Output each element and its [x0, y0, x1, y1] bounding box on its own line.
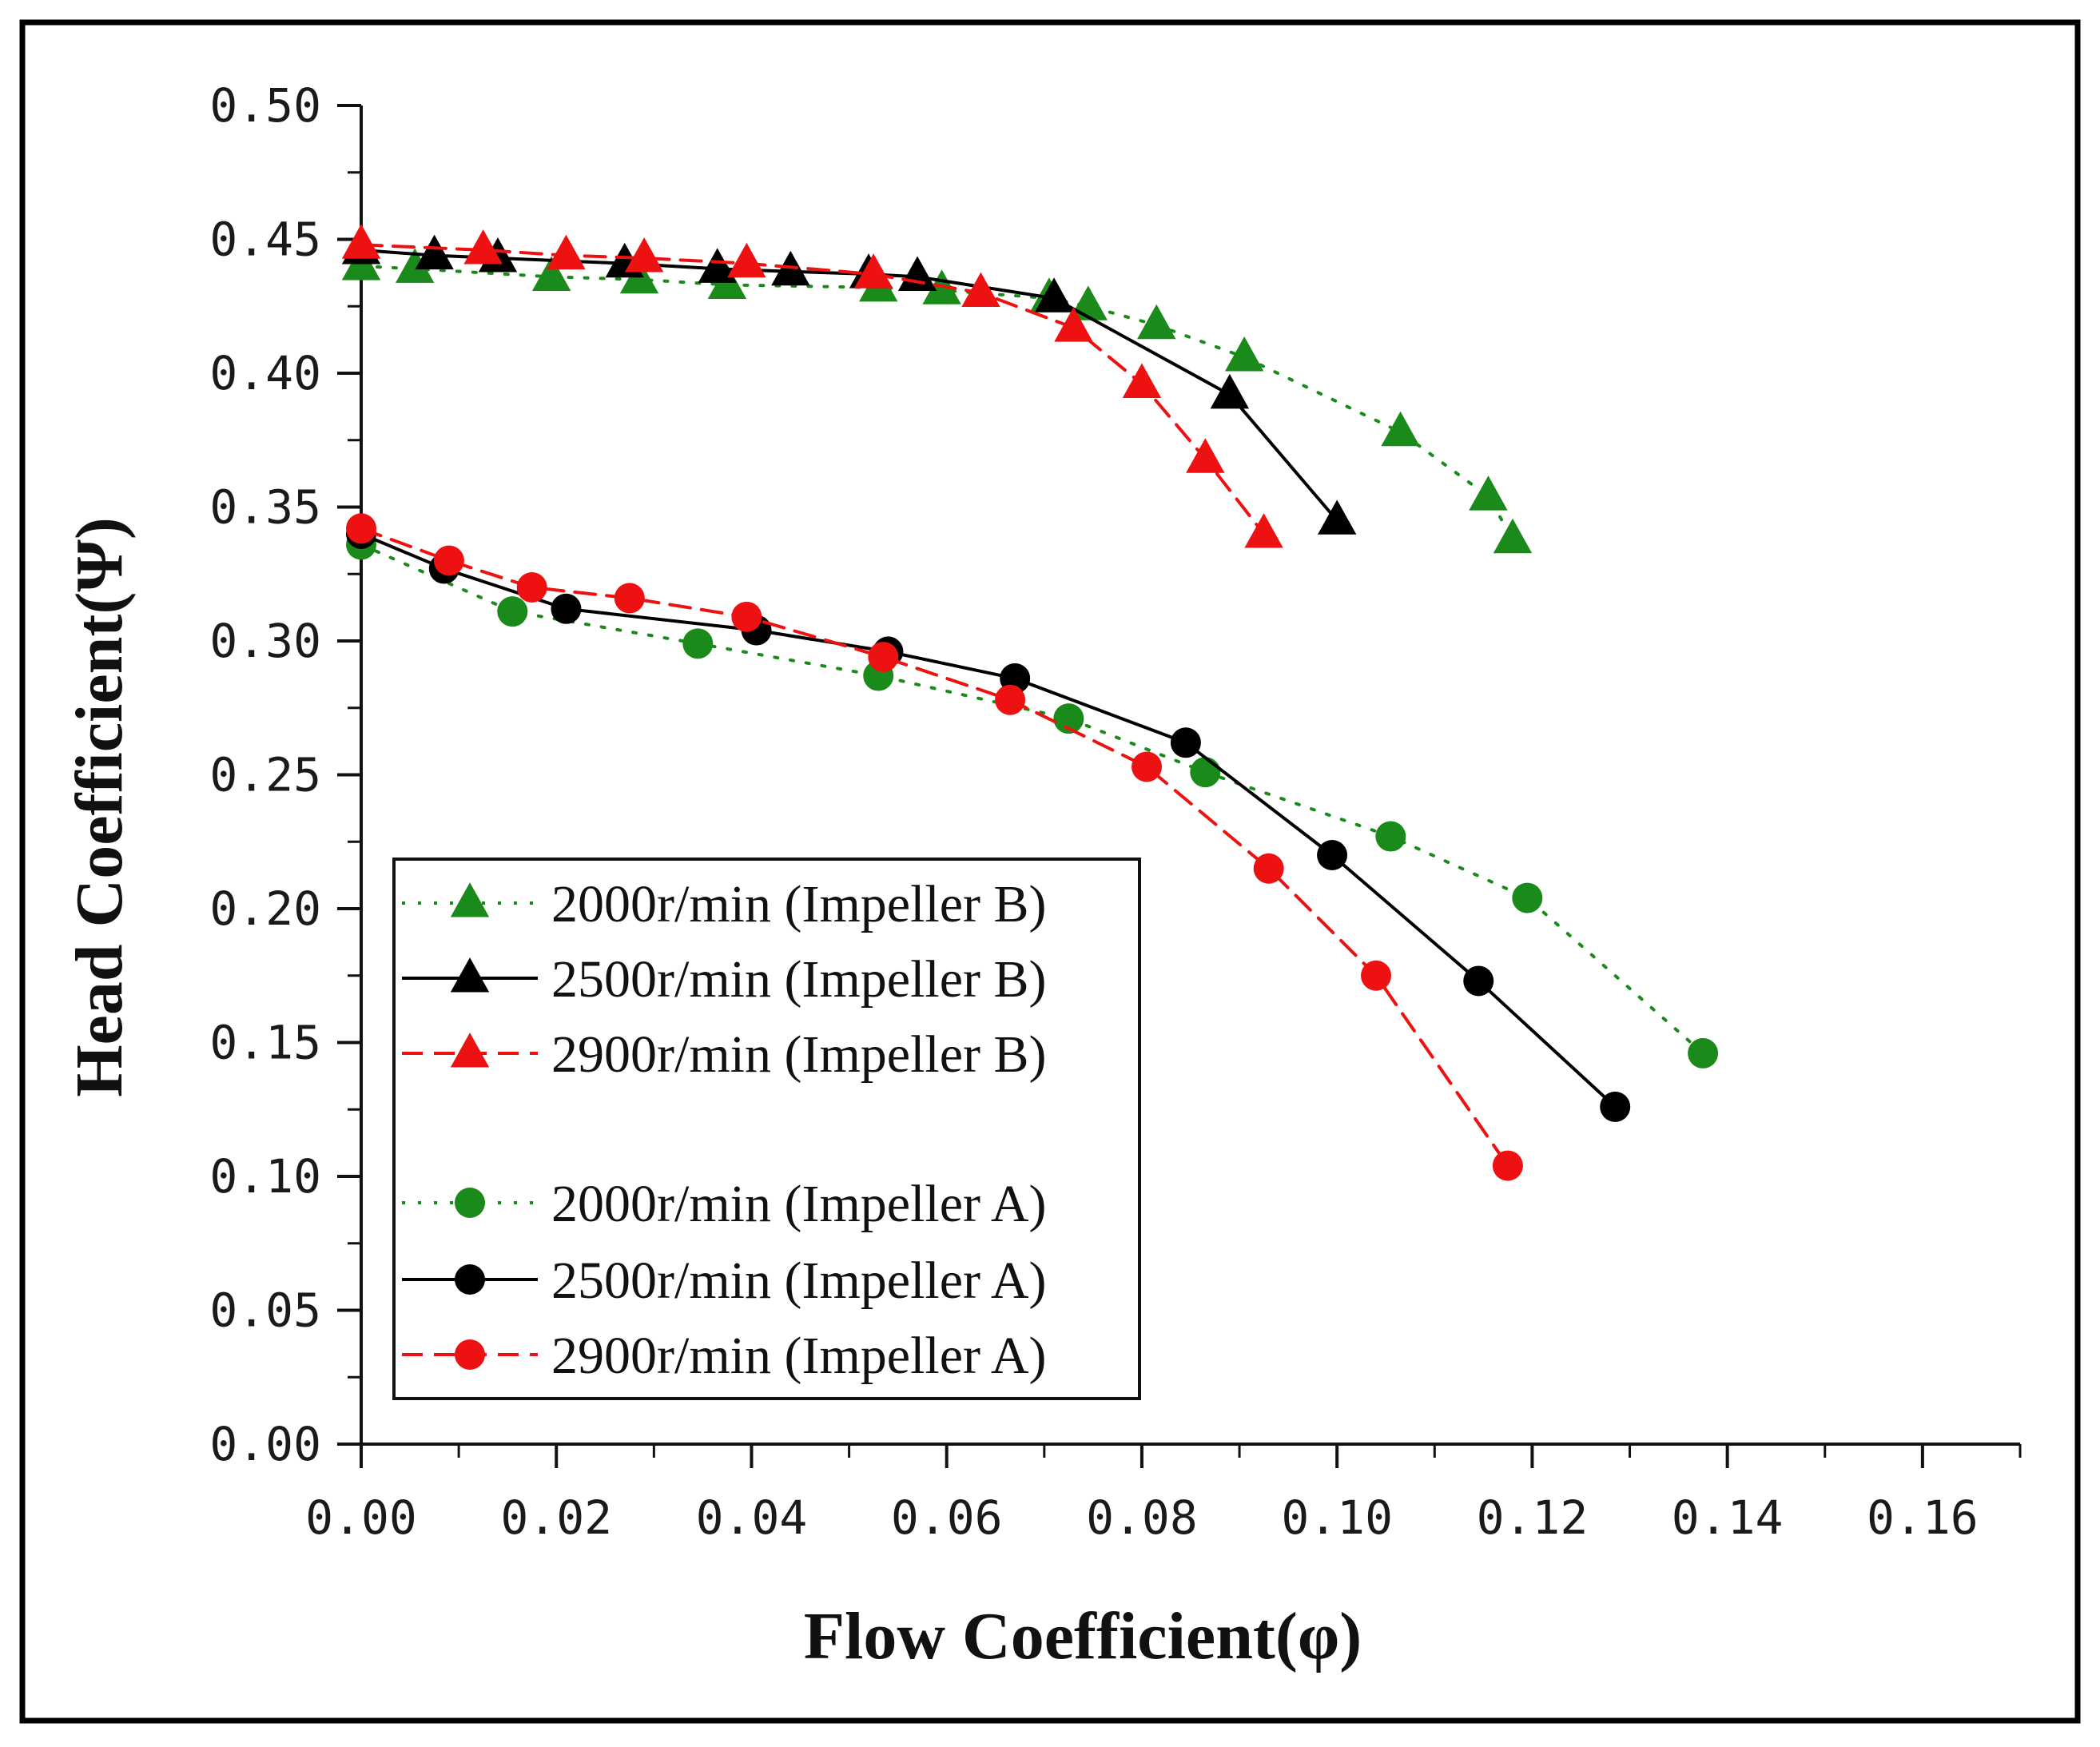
circle-point	[868, 642, 899, 673]
series-group	[346, 513, 1523, 1181]
y-tick-label: 0.20	[209, 881, 321, 936]
circle-point	[1600, 1091, 1631, 1122]
series-line	[360, 527, 1509, 1168]
triangle-point	[1381, 411, 1420, 447]
series-line	[360, 543, 1705, 1055]
y-tick-label: 0.35	[209, 480, 321, 535]
axes-layer: 0.00 0.02 0.04 0.06 0.08 0.10 0.12 0.14 0.16 0.00…	[209, 78, 2022, 1545]
circle-point	[1492, 1150, 1523, 1181]
triangle-point	[531, 256, 571, 291]
circle-point	[433, 545, 464, 576]
y-tick-label: 0.10	[209, 1149, 321, 1204]
series-layer	[341, 224, 1719, 1181]
circle-point	[1463, 965, 1494, 997]
triangle-point	[1054, 307, 1093, 342]
circle-point	[1688, 1037, 1719, 1068]
circle-point	[731, 601, 762, 632]
x-axis-title: Flow Coefficient(φ)	[804, 1599, 1362, 1673]
triangle-point	[1122, 363, 1162, 398]
triangle-point	[547, 234, 586, 270]
triangle-point	[1244, 513, 1283, 548]
legend-label: 2900r/min (Impeller A)	[551, 1327, 1047, 1385]
x-tick-label: 0.16	[1867, 1490, 1979, 1545]
legend-marker	[450, 957, 490, 993]
series-line	[360, 265, 1514, 541]
triangle-point	[727, 242, 766, 278]
triangle-point	[897, 256, 937, 291]
triangle-point	[1210, 373, 1250, 409]
legend-label: 2900r/min (Impeller B)	[551, 1025, 1047, 1084]
circle-point	[682, 628, 714, 659]
triangle-point	[1224, 336, 1264, 372]
y-tick-label: 0.45	[209, 213, 321, 267]
x-tick-label: 0.00	[305, 1490, 417, 1545]
legend-label: 2000r/min (Impeller A)	[551, 1175, 1047, 1233]
series-line	[360, 532, 1617, 1108]
x-tick-label: 0.02	[500, 1490, 612, 1545]
legend-label: 2500r/min (Impeller B)	[551, 950, 1047, 1009]
triangle-point	[961, 272, 1000, 308]
figure-border	[19, 19, 2081, 1724]
y-tick-label: 0.40	[209, 346, 321, 400]
triangle-point	[341, 224, 381, 259]
legend: 2000r/min (Impeller B) 2500r/min (Impelle…	[392, 858, 1141, 1400]
triangle-point	[415, 234, 454, 270]
circle-point	[1053, 703, 1084, 734]
legend-label: 2500r/min (Impeller A)	[551, 1252, 1047, 1310]
circle-point	[1253, 853, 1284, 884]
y-tick-label: 0.05	[209, 1283, 321, 1338]
circle-point	[995, 684, 1026, 715]
triangle-point	[1137, 304, 1176, 340]
triangle-point	[395, 248, 435, 283]
circle-point	[1512, 882, 1543, 913]
x-tick-label: 0.12	[1477, 1490, 1589, 1545]
circle-point	[1170, 727, 1201, 758]
triangle-point	[1469, 476, 1508, 511]
x-tick-label: 0.04	[696, 1490, 808, 1545]
x-tick-label: 0.14	[1672, 1490, 1784, 1545]
circle-point	[516, 572, 547, 603]
triangle-point	[1186, 438, 1225, 473]
circle-point	[1375, 821, 1406, 852]
y-tick-label: 0.15	[209, 1016, 321, 1070]
legend-label: 2000r/min (Impeller B)	[551, 875, 1047, 933]
circle-point	[1317, 840, 1348, 870]
triangle-point	[1034, 277, 1074, 312]
y-tick-label: 0.30	[209, 614, 321, 668]
triangle-point	[853, 253, 893, 289]
legend-marker	[455, 1264, 485, 1295]
x-tick-label: 0.08	[1086, 1490, 1198, 1545]
legend-marker	[450, 882, 490, 917]
circle-point	[497, 596, 528, 627]
circle-point	[551, 593, 582, 624]
triangle-point	[1493, 518, 1533, 554]
legend-marker	[455, 1188, 485, 1218]
triangle-point	[1317, 499, 1357, 535]
y-tick-label: 0.50	[209, 78, 321, 133]
legend-box	[392, 858, 1141, 1400]
legend-marker	[450, 1033, 490, 1068]
triangle-point	[463, 229, 503, 265]
x-tick-label: 0.06	[891, 1490, 1003, 1545]
y-tick-label: 0.25	[209, 748, 321, 802]
circle-point	[346, 513, 376, 544]
legend-marker	[455, 1339, 485, 1370]
y-tick-label: 0.00	[209, 1417, 321, 1471]
circle-point	[1132, 751, 1163, 782]
y-axis-title: Head Coefficient(Ψ)	[62, 517, 137, 1097]
circle-point	[1190, 757, 1221, 788]
circle-point	[614, 583, 645, 614]
triangle-point	[698, 248, 737, 283]
triangle-point	[624, 237, 664, 273]
series-group	[341, 224, 1283, 548]
x-tick-label: 0.10	[1281, 1490, 1393, 1545]
circle-point	[1361, 960, 1392, 991]
